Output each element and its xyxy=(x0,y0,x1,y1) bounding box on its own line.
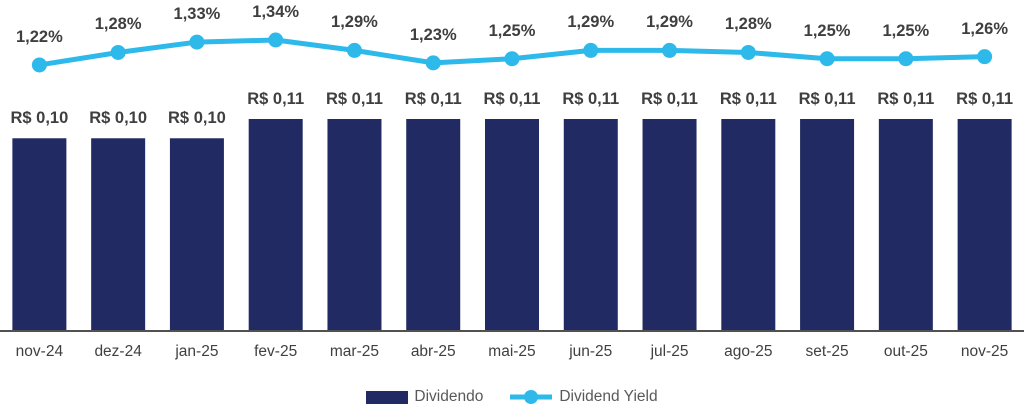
yield-point-marker xyxy=(504,51,520,67)
yield-point-marker xyxy=(819,51,835,67)
yield-point-marker xyxy=(110,44,126,60)
bar-dividendo xyxy=(248,119,303,331)
legend-item-dividendo: Dividendo xyxy=(366,388,483,406)
yield-point-marker xyxy=(189,34,205,50)
bar-dividendo xyxy=(563,119,618,331)
bar-dividendo xyxy=(406,119,461,331)
yield-point-marker xyxy=(346,42,362,58)
bar-dividendo xyxy=(800,119,855,331)
legend-label-dividendo: Dividendo xyxy=(414,388,484,405)
yield-point-marker xyxy=(583,42,599,58)
legend-item-dividend-yield: Dividend Yield xyxy=(509,388,658,406)
yield-point-marker xyxy=(977,49,993,65)
bar-dividendo xyxy=(327,119,382,331)
bar-dividendo xyxy=(878,119,933,331)
yield-point-marker xyxy=(31,57,47,73)
bar-dividendo xyxy=(642,119,697,331)
bar-dividendo xyxy=(12,138,67,331)
yield-point-marker xyxy=(662,42,678,58)
legend-line-swatch-icon xyxy=(510,390,553,404)
yield-point-marker xyxy=(740,44,756,60)
yield-point-marker xyxy=(425,55,441,71)
bar-dividendo xyxy=(721,119,776,331)
yield-point-marker xyxy=(898,51,914,67)
bar-dividendo xyxy=(169,138,224,331)
bar-dividendo xyxy=(91,138,146,331)
bar-dividendo xyxy=(957,119,1012,331)
bar-dividendo xyxy=(485,119,539,331)
legend-bar-swatch-icon xyxy=(366,390,409,404)
legend: Dividendo Dividend Yield xyxy=(0,388,1024,406)
legend-label-dividend-yield: Dividend Yield xyxy=(559,388,658,405)
yield-point-marker xyxy=(268,32,284,48)
